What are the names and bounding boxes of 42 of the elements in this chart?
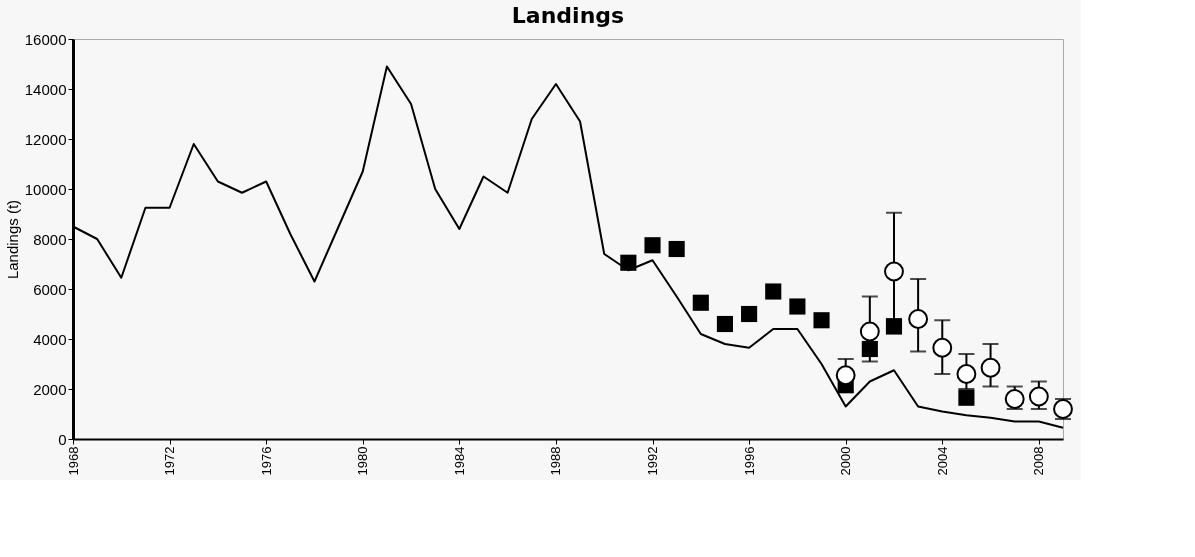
point — [620, 254, 637, 271]
x-tick-label: 2000 — [838, 446, 854, 476]
point — [835, 365, 856, 386]
chart-title: Landings — [511, 3, 625, 28]
point — [765, 283, 782, 300]
point — [932, 337, 953, 358]
point — [1028, 386, 1049, 407]
y-tick-label: 8000 — [33, 230, 67, 248]
y-tick-label: 6000 — [33, 280, 67, 298]
point — [813, 312, 830, 329]
x-tick-label: 1996 — [741, 446, 757, 476]
point — [980, 357, 1001, 378]
point — [859, 321, 880, 342]
point — [741, 305, 758, 323]
point — [885, 318, 903, 335]
y-tick-label: 4000 — [33, 330, 67, 348]
point — [958, 389, 975, 406]
y-tick-label: 12000 — [24, 130, 67, 148]
x-tick-label: 1980 — [355, 446, 371, 476]
x-tick-label: 1984 — [451, 446, 467, 476]
point — [884, 261, 904, 282]
y-axis-title: Landings (t) — [3, 199, 21, 280]
x-tick-label: 2004 — [934, 446, 950, 476]
y-tick-label: 16000 — [24, 30, 67, 48]
y-tick-label: 10000 — [24, 180, 67, 198]
x-tick-label: 1976 — [258, 446, 274, 476]
x-tick-label: 1972 — [162, 446, 178, 476]
point — [716, 315, 734, 333]
point — [789, 298, 806, 315]
y-tick-label: 2000 — [33, 380, 67, 398]
point — [644, 237, 661, 254]
point — [692, 294, 709, 311]
y-tick-label: 0 — [58, 430, 67, 448]
point — [908, 309, 929, 329]
x-tick-label: 1988 — [548, 446, 564, 476]
point — [668, 240, 685, 258]
x-tick-label: 1992 — [645, 446, 661, 476]
x-tick-label: 2008 — [1031, 446, 1047, 476]
point — [956, 364, 977, 384]
x-tick-label: 1968 — [65, 446, 81, 476]
y-tick-label: 14000 — [24, 80, 67, 98]
point — [1004, 389, 1025, 409]
